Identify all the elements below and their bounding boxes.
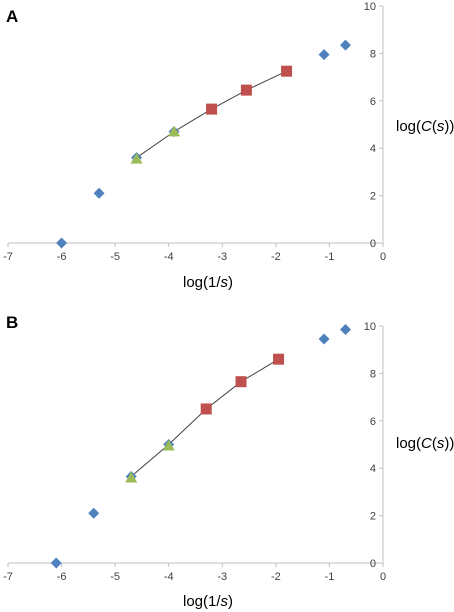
y-tick-label: 2 bbox=[370, 511, 376, 523]
y-tick-labels: 0 2 4 6 8 10 bbox=[364, 321, 376, 570]
y-tick-label: 4 bbox=[370, 143, 376, 155]
x-tick-label: -7 bbox=[3, 251, 13, 263]
y-tick-label: 8 bbox=[370, 368, 376, 380]
x-tick-label: -1 bbox=[325, 571, 335, 583]
y-tick-label: 10 bbox=[364, 1, 376, 13]
chart-panel-a: A -7 -6 -5 -4 -3 -2 -1 0 0 2 4 6 8 10 log(1/s) log(C… bbox=[3, 1, 454, 291]
x-tick-label: -6 bbox=[57, 251, 67, 263]
x-tick-labels: -7 -6 -5 -4 -3 -2 -1 0 bbox=[3, 571, 386, 583]
axes bbox=[7, 5, 384, 247]
y-tick-label: 6 bbox=[370, 96, 376, 108]
x-axis-title: log(1/s) bbox=[183, 593, 233, 610]
square-point bbox=[200, 403, 212, 415]
x-tick-label: -1 bbox=[325, 251, 335, 263]
y-tick-label: 8 bbox=[370, 48, 376, 60]
diamond-point bbox=[88, 507, 100, 519]
diamond-point bbox=[340, 39, 351, 51]
x-tick-label: -4 bbox=[164, 571, 174, 583]
diamond-point bbox=[50, 557, 62, 569]
x-tick-label: -2 bbox=[271, 251, 281, 263]
x-tick-label: -4 bbox=[164, 251, 174, 263]
y-tick-labels: 0 2 4 6 8 10 bbox=[364, 1, 376, 250]
chart-panel-b: B -7 -6 -5 -4 -3 -2 -1 0 0 2 4 6 8 10 log(1/s) log(C… bbox=[3, 313, 454, 610]
x-tick-label: -5 bbox=[110, 251, 120, 263]
x-tick-label: -2 bbox=[271, 571, 281, 583]
square-point bbox=[235, 376, 247, 388]
diamond-point bbox=[93, 187, 105, 199]
diamond-point bbox=[56, 237, 68, 249]
y-axis-title: log(C(s)) bbox=[396, 435, 454, 452]
x-tick-label: -3 bbox=[217, 571, 227, 583]
y-tick-label: 2 bbox=[370, 191, 376, 203]
y-tick-label: 4 bbox=[370, 463, 376, 475]
x-axis-title: log(1/s) bbox=[183, 274, 233, 291]
fit-line-group bbox=[130, 358, 279, 477]
x-tick-label: 0 bbox=[380, 251, 386, 263]
diamond-point bbox=[318, 333, 330, 345]
x-tick-label: -3 bbox=[217, 251, 227, 263]
x-tick-label: -5 bbox=[110, 571, 120, 583]
y-tick-label: 0 bbox=[370, 238, 376, 250]
x-tick-label: -7 bbox=[3, 571, 13, 583]
triangle-point bbox=[125, 471, 138, 483]
data-points bbox=[50, 324, 351, 569]
square-point bbox=[273, 353, 285, 365]
y-axis-title: log(C(s)) bbox=[396, 118, 454, 135]
y-tick-label: 10 bbox=[364, 321, 376, 333]
fit-line bbox=[130, 358, 279, 477]
x-tick-label: 0 bbox=[380, 571, 386, 583]
y-tick-label: 6 bbox=[370, 416, 376, 428]
y-tick-label: 0 bbox=[370, 558, 376, 570]
panel-label: A bbox=[6, 7, 18, 26]
axes bbox=[7, 325, 384, 567]
diamond-point bbox=[340, 324, 351, 336]
panel-label: B bbox=[6, 313, 18, 332]
triangle-point bbox=[130, 152, 143, 164]
diamond-point bbox=[318, 49, 330, 61]
x-tick-labels: -7 -6 -5 -4 -3 -2 -1 0 bbox=[3, 251, 386, 263]
triangle-point bbox=[168, 125, 181, 137]
square-point bbox=[240, 84, 252, 96]
triangle-point bbox=[162, 439, 175, 451]
square-point bbox=[281, 65, 293, 77]
square-point bbox=[206, 103, 218, 115]
x-tick-label: -6 bbox=[57, 571, 67, 583]
data-points bbox=[56, 39, 351, 249]
